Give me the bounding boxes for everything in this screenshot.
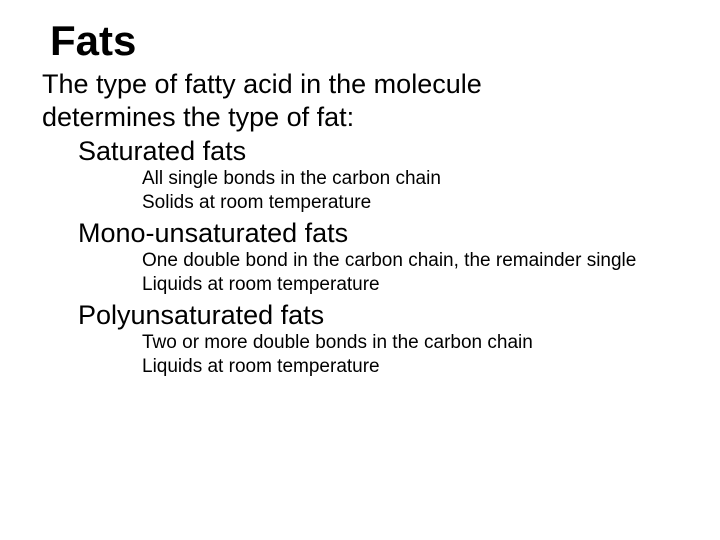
section-detail: One double bond in the carbon chain, the… bbox=[142, 249, 684, 273]
intro-line-1: The type of fatty acid in the molecule bbox=[42, 69, 482, 99]
section-heading: Mono-unsaturated fats bbox=[78, 217, 684, 249]
section-monounsaturated: Mono-unsaturated fats One double bond in… bbox=[50, 217, 684, 297]
section-detail: Two or more double bonds in the carbon c… bbox=[142, 331, 684, 355]
slide: Fats The type of fatty acid in the molec… bbox=[0, 0, 720, 540]
section-saturated: Saturated fats All single bonds in the c… bbox=[50, 135, 684, 215]
section-detail: Liquids at room temperature bbox=[142, 355, 684, 379]
section-polyunsaturated: Polyunsaturated fats Two or more double … bbox=[50, 299, 684, 379]
intro-text: The type of fatty acid in the molecule d… bbox=[42, 68, 684, 133]
section-detail: All single bonds in the carbon chain bbox=[142, 167, 684, 191]
section-heading: Polyunsaturated fats bbox=[78, 299, 684, 331]
section-detail: Liquids at room temperature bbox=[142, 273, 684, 297]
section-detail: Solids at room temperature bbox=[142, 191, 684, 215]
slide-title: Fats bbox=[50, 18, 684, 64]
intro-line-2: determines the type of fat: bbox=[42, 102, 354, 132]
section-heading: Saturated fats bbox=[78, 135, 684, 167]
